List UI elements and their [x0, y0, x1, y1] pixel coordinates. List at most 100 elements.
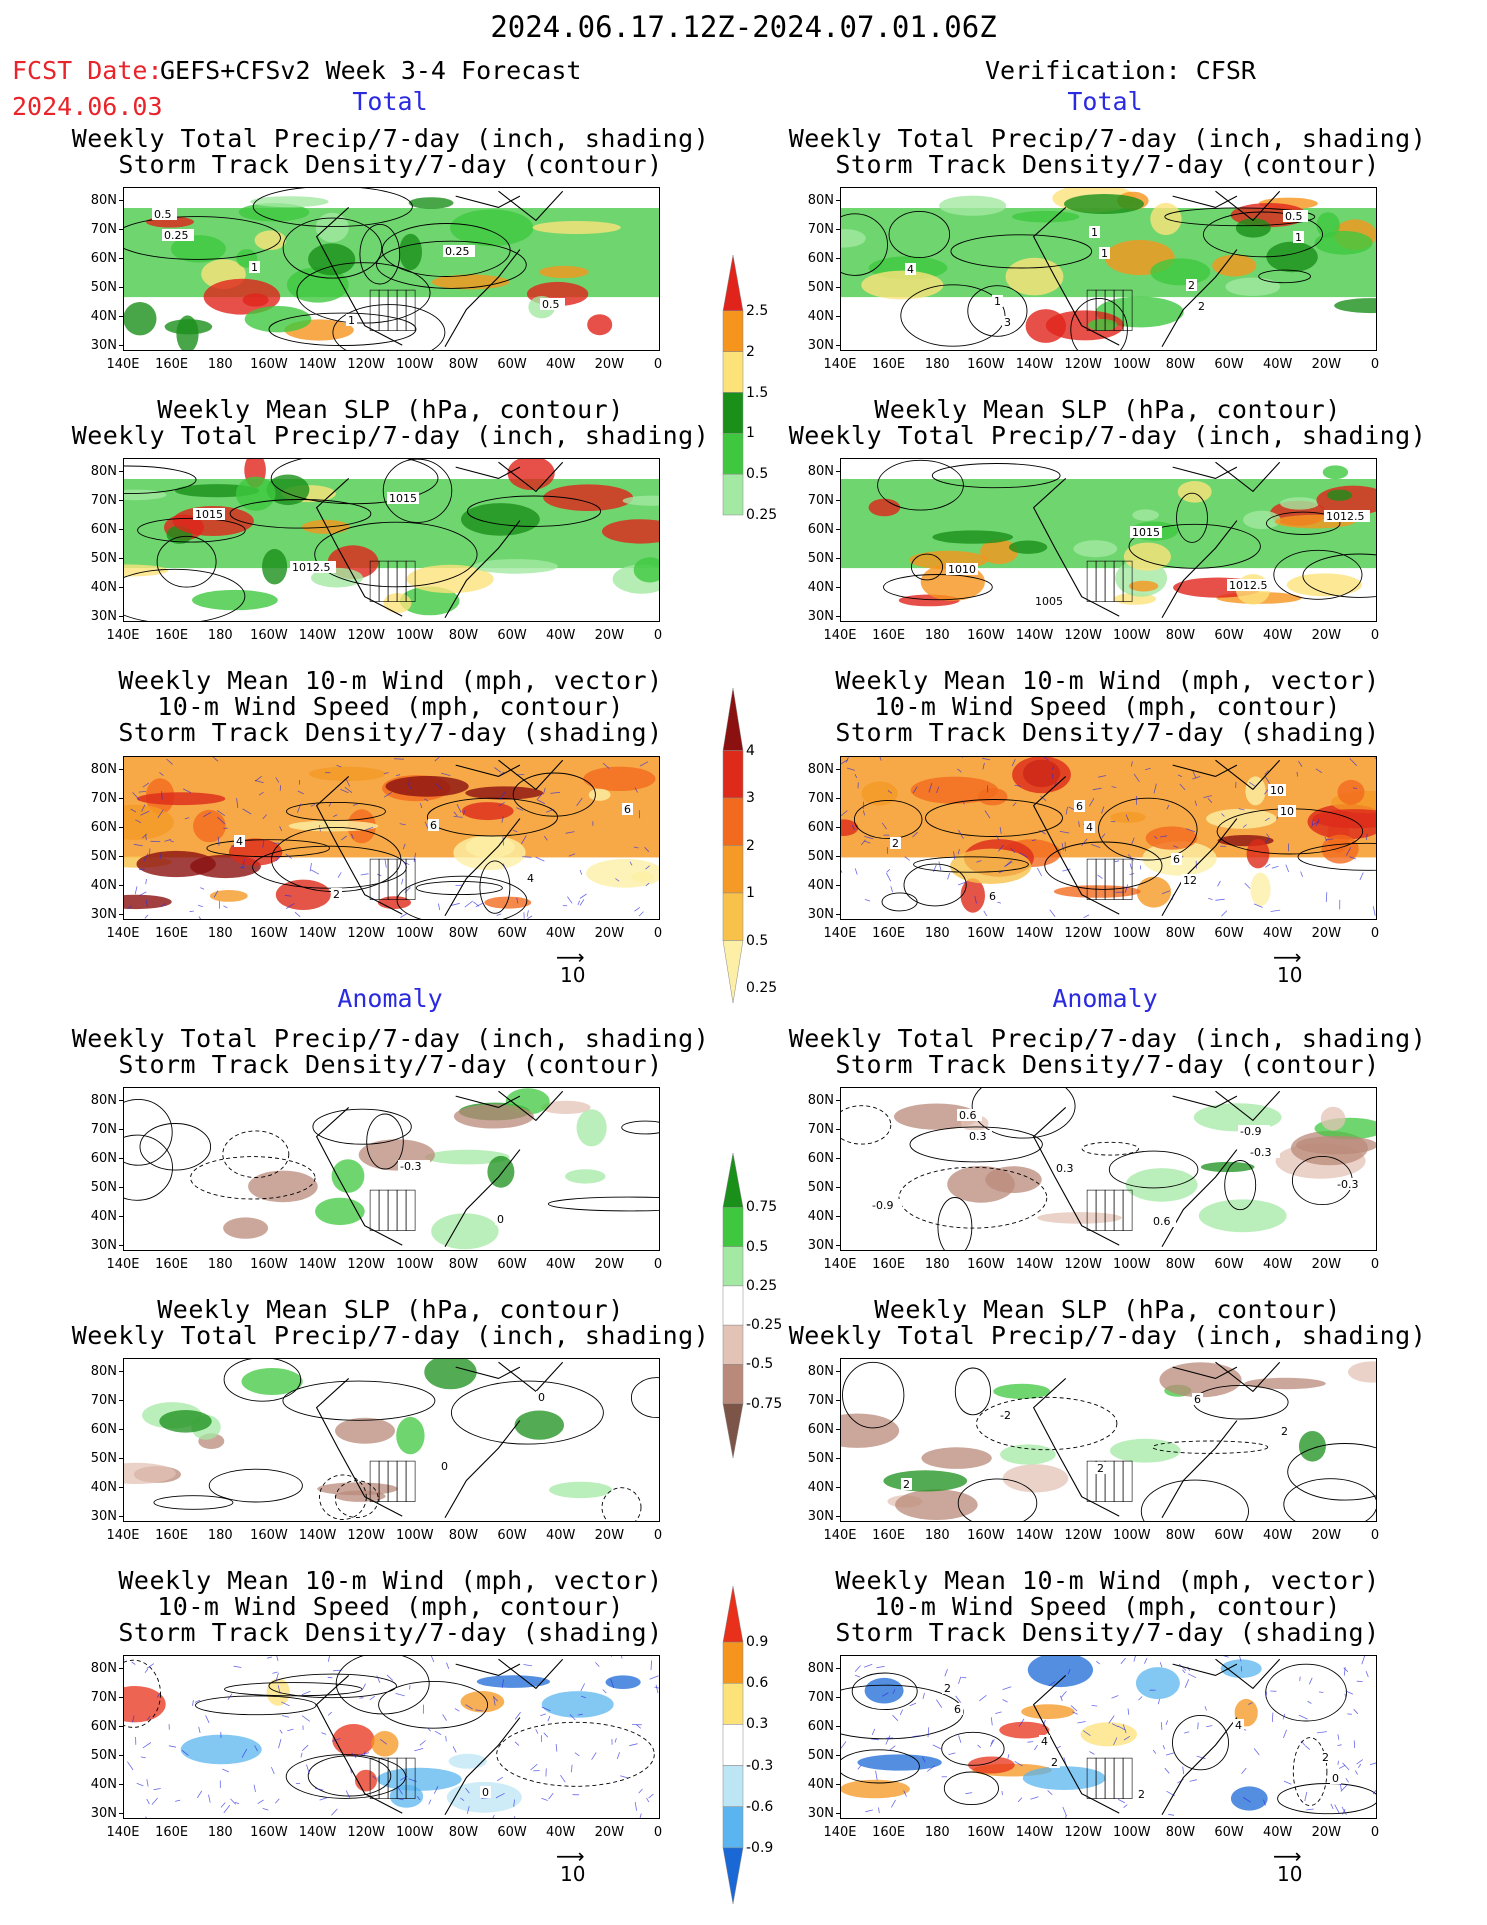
lon-label: 180	[924, 628, 950, 643]
lon-label: 0	[1370, 1825, 1380, 1840]
lon-label: 160E	[872, 1257, 906, 1272]
lat-label: 60N	[807, 1422, 834, 1437]
state-boundary	[405, 1189, 416, 1231]
shading-cell	[1337, 779, 1365, 805]
wind-vector	[200, 887, 205, 890]
map-panel-vf-anom-slp: 2 2 -2 2 6	[840, 1358, 1377, 1522]
lon-label: 0	[653, 926, 663, 941]
shading-cell	[487, 1155, 515, 1188]
wind-vector	[512, 829, 518, 833]
wind-vector	[1215, 898, 1225, 901]
shading-cell	[1012, 210, 1080, 223]
wind-vector	[135, 819, 142, 824]
wind-vector	[944, 1669, 948, 1677]
wind-vector	[1166, 804, 1170, 810]
lat-label: 30N	[90, 1238, 117, 1253]
contour-label-bg	[1002, 316, 1013, 328]
wind-vector	[568, 853, 576, 857]
contour-label-bg	[1283, 210, 1308, 222]
contour-line	[206, 839, 330, 858]
wind-vector	[502, 863, 506, 869]
lon-label: 160W	[250, 1825, 288, 1840]
lon-label: 80W	[448, 1825, 479, 1840]
state-boundary	[1122, 1460, 1133, 1502]
lat-label: 70N	[807, 1122, 834, 1137]
contour-label: 1	[1101, 247, 1108, 260]
contour-label: 1012.5	[1229, 579, 1268, 592]
state-boundary	[369, 1189, 380, 1231]
wind-vector	[1353, 1708, 1359, 1715]
shading-cell	[868, 498, 901, 517]
wind-vector	[1153, 783, 1157, 794]
shading-cell	[1321, 834, 1359, 864]
contour-label-bg	[331, 888, 342, 900]
contour-line	[366, 1113, 404, 1170]
contour-label: 6	[430, 819, 437, 832]
colorbar-swatch	[722, 940, 744, 1003]
lon-label: 0	[653, 1257, 663, 1272]
contour-line	[547, 1196, 659, 1212]
lon-label: 160E	[155, 1825, 189, 1840]
wind-vector	[886, 872, 892, 882]
shading-cell	[1322, 465, 1349, 480]
colorbar-swatch	[722, 1683, 744, 1725]
wind-vector	[514, 1816, 516, 1818]
wind-vector	[1343, 1667, 1346, 1676]
wind-vector	[990, 1739, 994, 1745]
contour-label: 1012.5	[292, 561, 331, 574]
lat-tick	[119, 558, 123, 559]
contour-label-bg	[1089, 226, 1100, 238]
lon-label: 20W	[594, 926, 625, 941]
wind-vector	[1265, 1691, 1268, 1699]
wind-vector	[998, 844, 1004, 852]
lat-tick	[836, 1516, 840, 1517]
panel-title: Weekly Mean SLP (hPa, contour)	[874, 1295, 1341, 1324]
lat-tick	[836, 345, 840, 346]
wind-vector	[1353, 1740, 1356, 1749]
wind-vector	[230, 1798, 237, 1805]
shading-cell	[286, 267, 349, 303]
wind-vector	[424, 821, 429, 830]
lon-label: 80W	[448, 628, 479, 643]
wind-vector	[1264, 775, 1271, 784]
lat-label: 30N	[90, 907, 117, 922]
wind-vector	[1184, 1731, 1190, 1734]
contour-label-bg	[525, 872, 536, 884]
shading-cell	[1022, 1766, 1106, 1790]
contour-line	[312, 1108, 412, 1145]
contour-label: 2	[903, 1478, 910, 1491]
state-boundary	[1086, 1460, 1097, 1502]
shading-cell	[1012, 757, 1071, 794]
colorbar-label: -0.3	[746, 1757, 774, 1774]
lon-label: 20W	[1311, 1825, 1342, 1840]
lon-label: 40W	[1263, 926, 1293, 941]
contour-line	[1292, 1737, 1328, 1807]
wind-vector	[1052, 765, 1054, 770]
wind-vector	[352, 803, 359, 806]
contour-label: -0.9	[1240, 1125, 1261, 1138]
contour-line	[851, 1672, 918, 1711]
wind-vector	[1089, 798, 1095, 807]
wind-vector	[1133, 773, 1140, 783]
wind-vector	[1049, 909, 1056, 918]
lon-label: 120W	[347, 357, 385, 372]
lon-label: 100W	[1112, 1825, 1151, 1840]
lon-label: 140W	[1015, 628, 1054, 643]
wind-vector	[922, 1756, 926, 1763]
shading-cell	[1025, 309, 1066, 343]
lon-label: 40W	[1263, 1257, 1293, 1272]
wind-vector	[404, 887, 411, 893]
wind-vector	[1097, 874, 1103, 879]
shading-cell	[193, 809, 226, 843]
wind-vector	[1081, 838, 1088, 847]
shading-cell	[176, 315, 199, 350]
wind-vector	[955, 1695, 962, 1703]
wind-vector	[262, 1808, 269, 1811]
contour-label: 2	[944, 1682, 951, 1695]
contour-label-bg	[234, 835, 245, 847]
wind-vector	[958, 829, 964, 839]
wind-vector	[435, 783, 442, 790]
lat-label: 80N	[90, 464, 117, 479]
lat-label: 40N	[90, 1777, 117, 1792]
